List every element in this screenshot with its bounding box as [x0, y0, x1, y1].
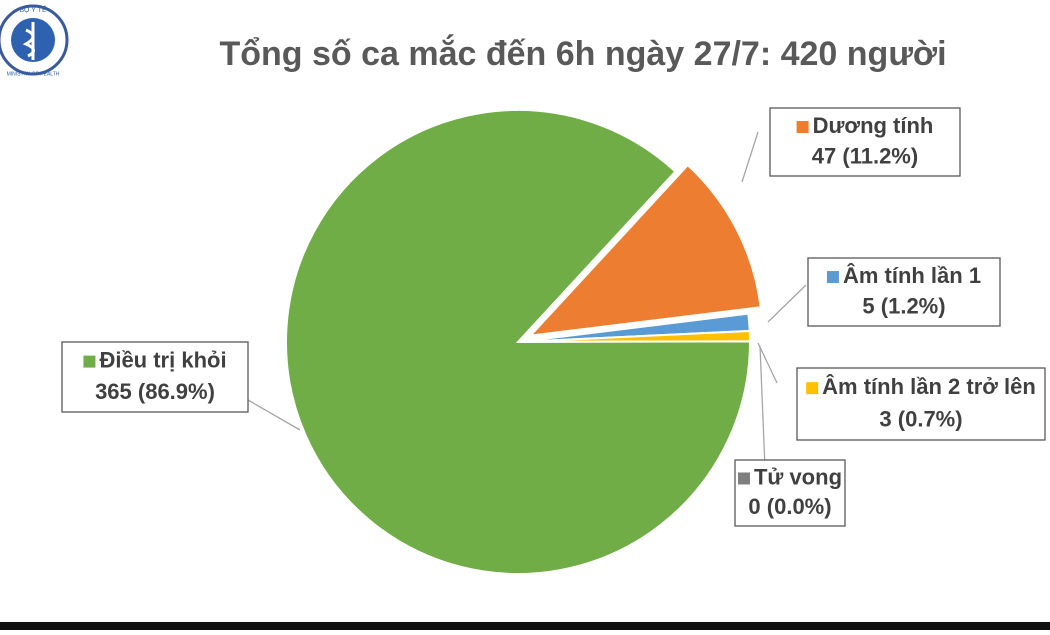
category-label: Âm tính lần 1 — [843, 263, 981, 288]
category-label: Điều trị khỏi — [99, 347, 226, 372]
pie-slice — [527, 163, 762, 337]
logo: BỘ Y TẾ MINISTRY OF HEALTH — [0, 4, 69, 77]
logo-symbol — [22, 22, 35, 60]
leader-line — [247, 399, 301, 431]
legend-marker — [826, 271, 839, 284]
category-label: Dương tính — [813, 113, 934, 138]
legend-marker — [737, 472, 750, 485]
logo-bottom: MINISTRY OF HEALTH — [7, 71, 60, 77]
label-box — [796, 367, 1046, 441]
leader-line — [741, 131, 759, 183]
bottom-bar — [0, 622, 1050, 630]
chart-title: Tổng số ca mắc đến 6h ngày 27/7: 420 ngư… — [219, 35, 946, 73]
label-box — [769, 107, 961, 177]
value-label: 365 (86.9%) — [95, 379, 215, 404]
value-label: 47 (11.2%) — [812, 143, 918, 168]
legend-marker — [83, 355, 96, 368]
leader-line — [757, 342, 778, 384]
category-label: Tử vong — [754, 464, 842, 489]
legend-marker — [796, 121, 809, 134]
label-box — [734, 459, 846, 527]
leader-line — [767, 284, 807, 323]
label-box — [61, 341, 249, 413]
legend-marker — [806, 382, 819, 395]
pie — [285, 109, 762, 575]
value-label: 5 (1.2%) — [862, 293, 945, 318]
logo-top: BỘ Y TẾ — [19, 4, 47, 14]
leader-line — [759, 345, 766, 469]
pie-slice — [285, 109, 751, 575]
label-box — [807, 257, 1001, 327]
category-label: Âm tính lần 2 trở lên — [822, 374, 1036, 399]
value-label: 0 (0.0%) — [748, 494, 831, 519]
value-label: 3 (0.7%) — [879, 406, 962, 431]
